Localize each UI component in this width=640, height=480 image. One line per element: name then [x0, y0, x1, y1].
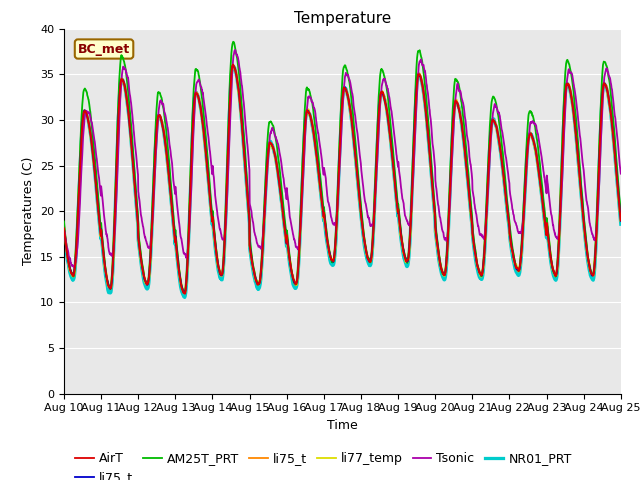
Line: li75_t_2: li75_t_2	[64, 65, 621, 293]
li77_temp	[230, 62, 237, 68]
NR01_PRT	[617, 221, 625, 227]
AirT	[505, 218, 513, 224]
Title: Temperature: Temperature	[294, 11, 391, 26]
NR01_PRT	[229, 63, 237, 69]
X-axis label: Time: Time	[327, 419, 358, 432]
AM25T_PRT	[359, 223, 367, 228]
AM25T_PRT	[505, 211, 513, 216]
NR01_PRT	[60, 229, 68, 235]
li77_temp	[568, 99, 576, 105]
li77_temp	[181, 290, 189, 296]
Line: li77_temp: li77_temp	[64, 65, 621, 293]
AirT	[216, 267, 223, 273]
AM25T_PRT	[216, 269, 223, 275]
Line: NR01_PRT: NR01_PRT	[64, 66, 621, 298]
AirT	[229, 61, 237, 67]
Tsonic	[568, 71, 576, 77]
li75_t	[359, 228, 367, 233]
li75_t_2	[584, 252, 591, 257]
li75_t_2	[505, 218, 513, 224]
NR01_PRT	[216, 273, 223, 279]
AM25T_PRT	[229, 39, 237, 45]
Tsonic	[371, 196, 379, 202]
NR01_PRT	[505, 221, 513, 227]
Tsonic	[60, 227, 68, 232]
Line: li75_t: li75_t	[64, 65, 621, 293]
AM25T_PRT	[617, 210, 625, 216]
Tsonic	[617, 171, 625, 177]
AM25T_PRT	[584, 252, 591, 258]
AM25T_PRT	[60, 218, 68, 224]
li75_t	[229, 62, 237, 68]
AM25T_PRT	[181, 289, 189, 295]
li77_temp	[359, 227, 367, 232]
Legend: AirT, li75_t, AM25T_PRT, li75_t, li77_temp, Tsonic, NR01_PRT: AirT, li75_t, AM25T_PRT, li75_t, li77_te…	[70, 447, 577, 480]
li75_t	[584, 252, 591, 258]
AirT	[359, 227, 367, 232]
li75_t	[180, 290, 188, 296]
li75_t	[60, 226, 68, 232]
NR01_PRT	[584, 257, 591, 263]
NR01_PRT	[568, 98, 576, 104]
AM25T_PRT	[568, 77, 576, 83]
li75_t	[505, 218, 513, 224]
NR01_PRT	[359, 230, 367, 236]
li77_temp	[505, 217, 513, 223]
NR01_PRT	[371, 195, 379, 201]
li75_t_2	[60, 226, 68, 231]
li75_t	[568, 98, 576, 104]
AirT	[371, 193, 379, 199]
Line: AM25T_PRT: AM25T_PRT	[64, 42, 621, 292]
Text: BC_met: BC_met	[78, 43, 130, 56]
Tsonic	[216, 225, 223, 231]
li75_t_2	[568, 97, 576, 103]
Y-axis label: Temperatures (C): Temperatures (C)	[22, 157, 35, 265]
li75_t_2	[216, 268, 223, 274]
Tsonic	[505, 176, 513, 181]
AM25T_PRT	[371, 183, 379, 189]
Tsonic	[584, 203, 591, 208]
AirT	[60, 226, 68, 231]
li75_t_2	[617, 218, 625, 224]
li77_temp	[584, 252, 591, 257]
li75_t	[617, 218, 625, 224]
Tsonic	[232, 47, 239, 53]
li75_t	[216, 269, 223, 275]
li75_t_2	[181, 290, 189, 296]
li77_temp	[617, 217, 625, 223]
li75_t_2	[229, 62, 237, 68]
Line: Tsonic: Tsonic	[64, 50, 621, 267]
Tsonic	[70, 264, 78, 270]
li77_temp	[60, 225, 68, 230]
AirT	[181, 291, 189, 297]
Line: AirT: AirT	[64, 64, 621, 294]
li77_temp	[371, 192, 379, 197]
NR01_PRT	[181, 295, 189, 300]
li75_t_2	[371, 193, 379, 199]
li75_t	[371, 193, 379, 199]
AirT	[584, 252, 591, 258]
AirT	[568, 98, 576, 104]
AirT	[617, 217, 625, 223]
li75_t_2	[359, 227, 367, 232]
Tsonic	[359, 181, 367, 187]
li77_temp	[216, 269, 223, 275]
